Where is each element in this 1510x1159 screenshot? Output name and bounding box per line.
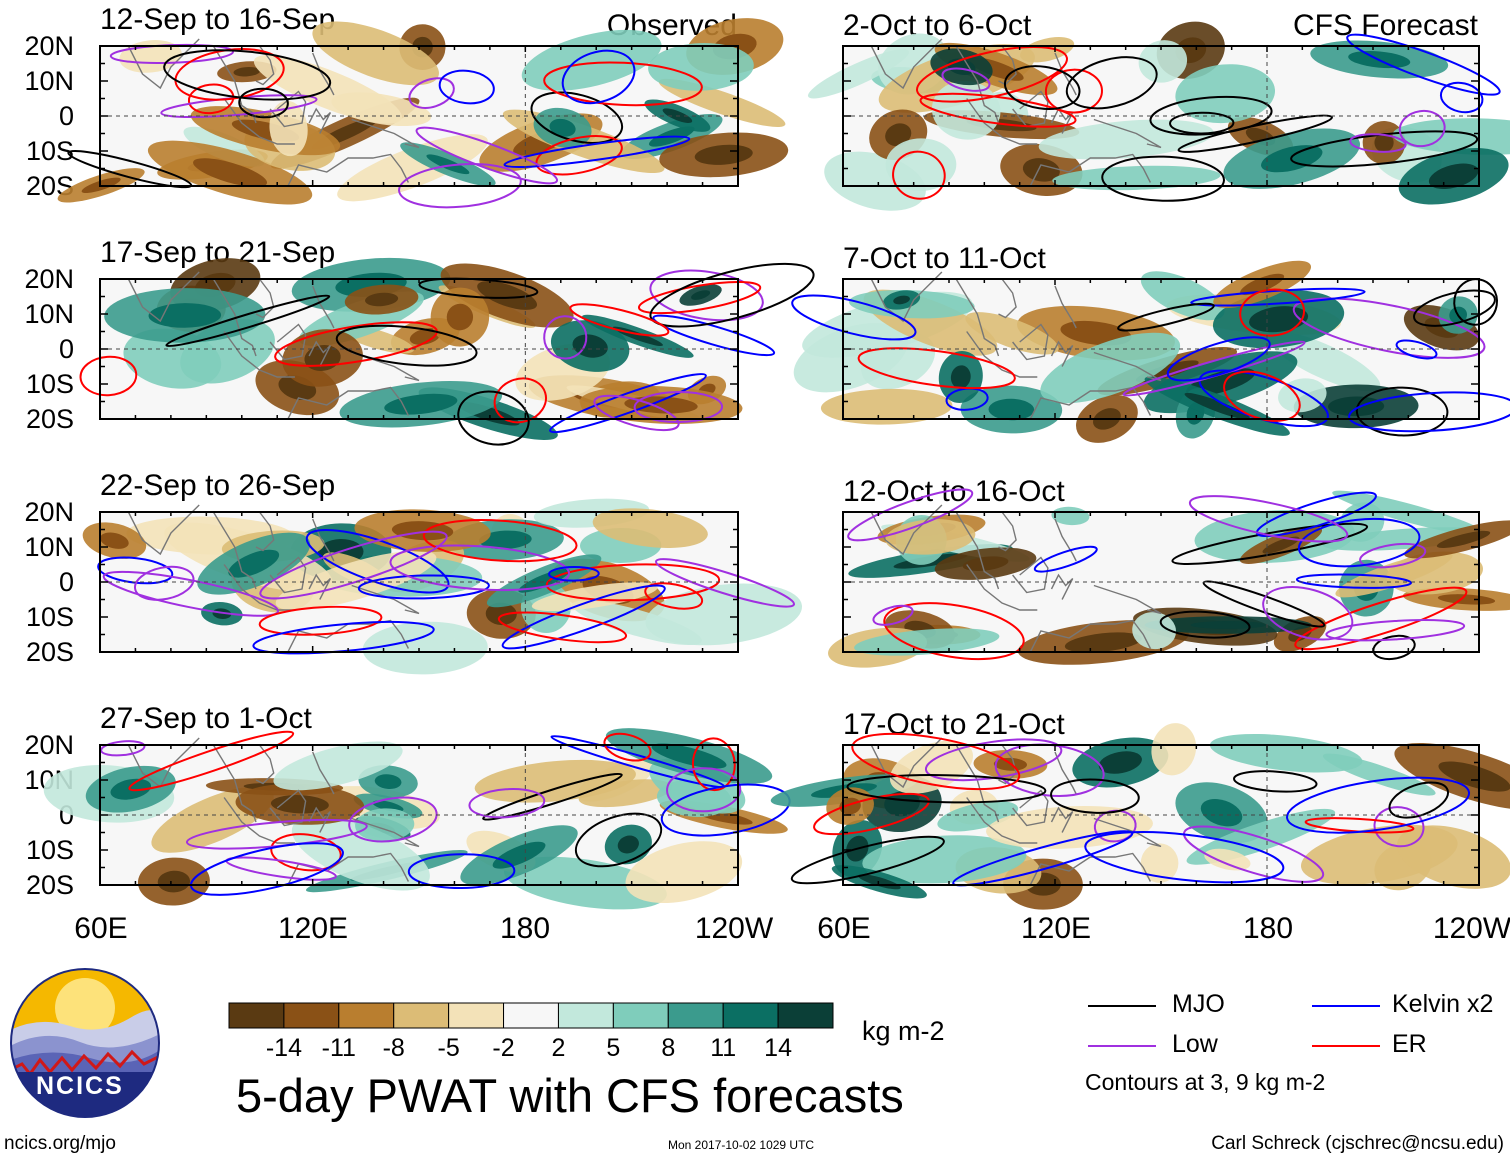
lat-label: 10N <box>24 299 74 329</box>
lat-label: 0 <box>58 101 74 131</box>
panel-fc-1 <box>807 21 1510 211</box>
tick-marks <box>99 744 739 886</box>
colorbar-tick-label: 11 <box>710 1034 737 1062</box>
panel-obs-4 <box>43 728 791 910</box>
colorbar-swatch <box>667 1002 724 1029</box>
legend-label-kelvin: Kelvin x2 <box>1392 990 1494 1018</box>
colorbar-swatch <box>777 1002 834 1029</box>
coastlines <box>870 271 1162 420</box>
panel-obs-3 <box>82 498 803 675</box>
colorbar-swatch <box>503 1002 559 1029</box>
lat-label: 10N <box>24 532 74 562</box>
lat-label: 20S <box>25 870 74 900</box>
lon-label: 180 <box>499 912 551 945</box>
colorbar-tick-label: 2 <box>551 1034 566 1062</box>
colorbar-swatch <box>557 1002 614 1029</box>
anomaly-field <box>807 21 1510 211</box>
legend-line-low <box>1088 1045 1156 1047</box>
tick-marks <box>842 278 1480 420</box>
legend-label-er: ER <box>1392 1030 1427 1058</box>
lat-label: 20S <box>25 404 74 434</box>
lat-label: 20N <box>24 730 74 760</box>
colorbar-swatch <box>393 1002 450 1029</box>
lon-label: 120E <box>277 912 349 945</box>
tick-marks <box>842 511 1480 653</box>
legend-line-mjo <box>1088 1005 1156 1007</box>
lon-label: 180 <box>1242 912 1294 945</box>
tick-marks <box>99 278 739 420</box>
lat-label: 10S <box>25 835 74 865</box>
lon-label: 60E <box>74 912 128 945</box>
contours <box>790 732 1471 887</box>
lat-label: 10S <box>25 602 74 632</box>
footer-url: ncics.org/mjo <box>4 1133 116 1154</box>
lat-label: 10S <box>25 369 74 399</box>
lon-label: 60E <box>817 912 871 945</box>
colorbar-swatch <box>722 1002 779 1029</box>
colorbar-tick-label: -11 <box>321 1034 356 1062</box>
colorbar-swatch <box>612 1002 669 1029</box>
tick-marks <box>842 744 1480 886</box>
tick-marks <box>99 511 739 653</box>
panel-title-fc-2: 7-Oct to 11-Oct <box>843 242 1046 275</box>
lat-label: 0 <box>58 334 74 364</box>
legend-label-low: Low <box>1172 1030 1218 1058</box>
contours <box>100 730 791 896</box>
lat-label: 20S <box>25 637 74 667</box>
colorbar <box>228 1002 834 1029</box>
contours <box>97 519 796 655</box>
lat-label: 10S <box>25 136 74 166</box>
panel-title-fc-3: 12-Oct to 16-Oct <box>843 475 1065 508</box>
colorbar-tick-label: 14 <box>764 1034 792 1062</box>
logo-text: NCICS <box>36 1072 124 1100</box>
anomaly-field <box>43 728 788 910</box>
lon-label: 120W <box>694 912 774 945</box>
contours <box>67 43 703 209</box>
lon-label: 120W <box>1432 912 1510 945</box>
legend-label-mjo: MJO <box>1172 990 1225 1018</box>
panel-title-obs-3: 22-Sep to 26-Sep <box>100 469 336 502</box>
legend-note: Contours at 3, 9 kg m-2 <box>1085 1069 1326 1095</box>
colorbar-swatch <box>283 1002 340 1029</box>
colorbar-units: kg m-2 <box>862 1016 945 1046</box>
colorbar-tick-label: 5 <box>606 1034 621 1062</box>
colorbar-tick-label: -2 <box>492 1034 515 1062</box>
main-title: 5-day PWAT with CFS forecasts <box>236 1069 904 1122</box>
footer-timestamp: Mon 2017-10-02 1029 UTC <box>668 1138 815 1152</box>
contours <box>892 33 1501 202</box>
panel-fc-2 <box>791 260 1510 443</box>
lon-label: 120E <box>1020 912 1092 945</box>
panel-obs-2 <box>79 257 815 446</box>
colorbar-tick-label: -14 <box>265 1034 302 1062</box>
lat-label: 0 <box>58 567 74 597</box>
colorbar-tick-label: -8 <box>382 1034 405 1062</box>
panel-obs-1 <box>57 18 789 209</box>
colorbar-swatch <box>338 1002 395 1029</box>
footer-credit: Carl Schreck (cjschrec@ncsu.edu) <box>1211 1133 1504 1154</box>
lat-label: 10N <box>24 66 74 96</box>
colorbar-tick-label: -5 <box>437 1034 460 1062</box>
contours <box>79 262 815 446</box>
colorbar-tick-label: 8 <box>661 1034 676 1062</box>
panel-title-fc-1: 2-Oct to 6-Oct <box>843 9 1032 42</box>
col-head-forecast: CFS Forecast <box>1292 9 1478 42</box>
legend-line-kelvin <box>1312 1005 1380 1007</box>
colorbar-swatch <box>448 1002 505 1029</box>
legend-line-er <box>1312 1045 1380 1047</box>
panel-title-obs-4: 27-Sep to 1-Oct <box>100 702 312 735</box>
panel-fc-3 <box>828 488 1510 668</box>
lat-label: 20N <box>24 31 74 61</box>
panel-fc-4 <box>770 723 1510 910</box>
lat-label: 20N <box>24 264 74 294</box>
contours <box>847 488 1468 661</box>
ncics-logo <box>10 968 160 1118</box>
colorbar-swatch <box>228 1002 285 1029</box>
panel-title-obs-1: 12-Sep to 16-Sep <box>100 3 336 36</box>
lat-label: 20N <box>24 497 74 527</box>
tick-marks <box>842 45 1480 187</box>
anomaly-field <box>828 490 1510 668</box>
tick-marks <box>99 45 739 187</box>
